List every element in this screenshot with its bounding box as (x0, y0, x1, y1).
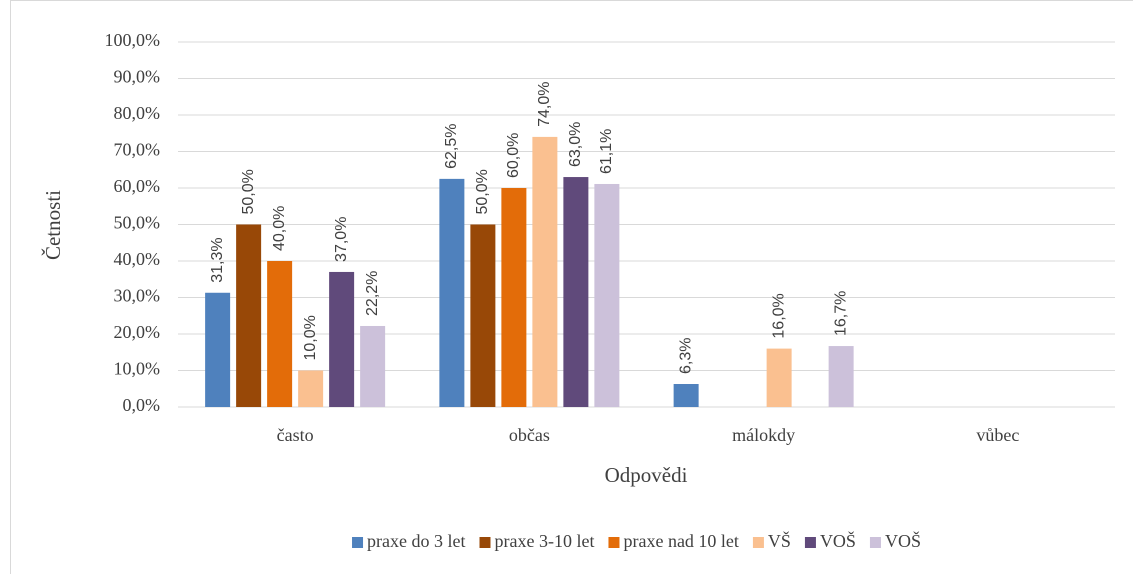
y-tick-label: 50,0% (114, 213, 161, 233)
value-label: 60,0% (505, 133, 522, 178)
bar (298, 370, 324, 407)
legend-label: praxe do 3 let (367, 531, 465, 551)
y-tick-label: 30,0% (114, 286, 161, 306)
legend-swatch (352, 537, 364, 548)
value-label: 63,0% (567, 122, 584, 167)
bar (766, 348, 792, 407)
value-label: 10,0% (302, 315, 319, 360)
bar (439, 178, 465, 407)
chart-frame (10, 0, 1133, 574)
value-label: 74,0% (536, 82, 553, 127)
y-tick-label: 40,0% (114, 249, 161, 269)
value-label: 50,0% (474, 169, 491, 214)
value-label: 31,3% (209, 237, 226, 282)
value-label: 40,0% (271, 206, 288, 251)
bar (236, 224, 262, 407)
bar (205, 292, 231, 407)
bar (267, 261, 293, 407)
bar (470, 224, 496, 407)
y-tick-label: 10,0% (114, 359, 161, 379)
bar (828, 346, 854, 407)
x-tick-label: málokdy (732, 425, 795, 445)
value-label: 6,3% (677, 338, 694, 374)
x-axis-title: Odpovědi (605, 463, 688, 487)
y-tick-label: 100,0% (105, 30, 161, 50)
y-tick-label: 80,0% (114, 103, 161, 123)
value-label: 16,0% (770, 293, 787, 338)
y-tick-label: 60,0% (114, 176, 161, 196)
legend-label: praxe nad 10 let (623, 531, 738, 551)
x-tick-label: občas (509, 425, 550, 445)
bar (329, 271, 355, 407)
value-label: 16,7% (832, 291, 849, 336)
x-tick-label: často (277, 425, 314, 445)
value-label: 50,0% (240, 169, 257, 214)
legend-label: VŠ (768, 530, 791, 551)
y-axis-title: Četnosti (41, 190, 65, 260)
legend-label: VOŠ (820, 530, 856, 551)
value-label: 37,0% (333, 217, 350, 262)
value-label: 61,1% (598, 129, 615, 174)
legend-swatch (608, 537, 620, 548)
legend-label: praxe 3-10 let (495, 531, 595, 551)
legend-swatch (479, 537, 491, 548)
bar (532, 136, 558, 407)
x-tick-label: vůbec (976, 425, 1019, 445)
legend-label: VOŠ (885, 530, 921, 551)
legend-swatch (869, 537, 881, 548)
legend-swatch (752, 537, 764, 548)
bar (563, 177, 589, 407)
value-label: 62,5% (443, 124, 460, 169)
value-label: 22,2% (364, 271, 381, 316)
y-tick-label: 90,0% (114, 67, 161, 87)
y-tick-label: 0,0% (123, 395, 161, 415)
bar (501, 188, 527, 407)
bar (360, 325, 386, 407)
y-tick-label: 70,0% (114, 140, 161, 160)
bar (594, 183, 620, 407)
bar (673, 384, 699, 407)
y-tick-label: 20,0% (114, 322, 161, 342)
legend-swatch (804, 537, 816, 548)
